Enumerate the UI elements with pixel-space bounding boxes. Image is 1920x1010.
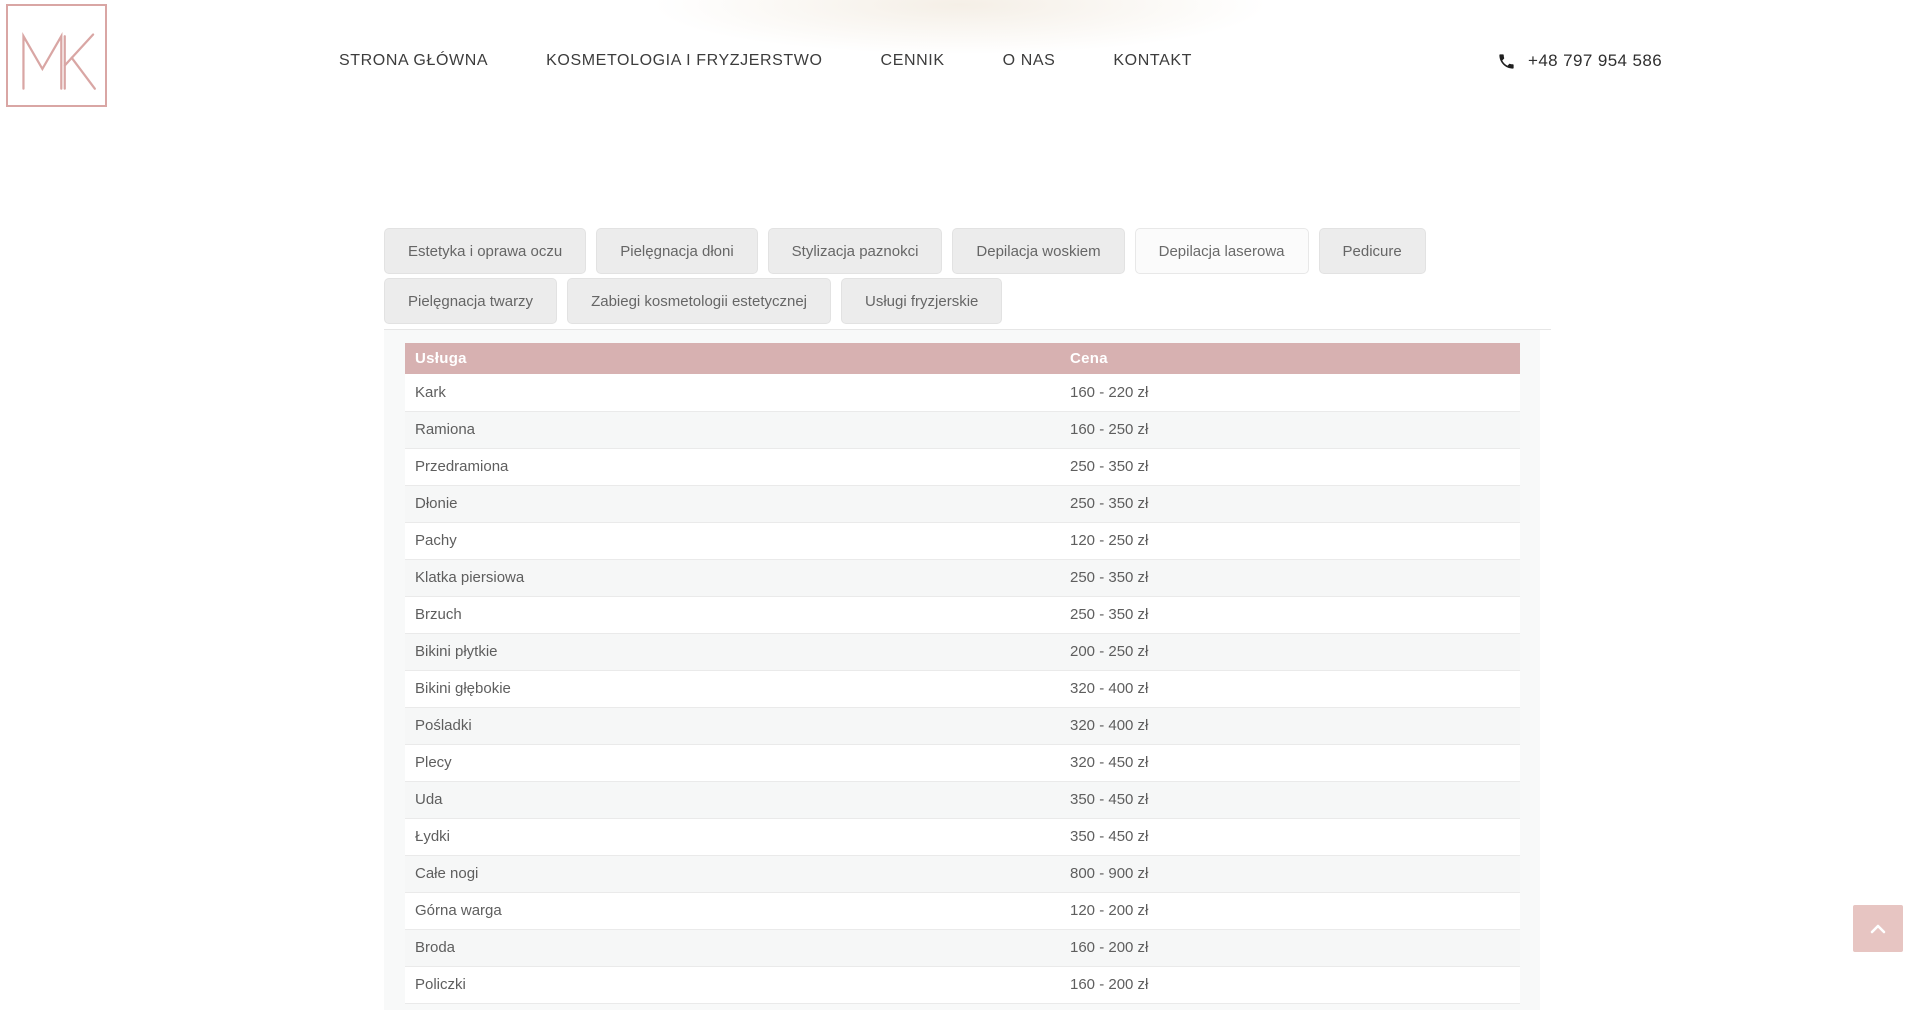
service-price: 800 - 900 zł [1060, 855, 1520, 893]
service-price: 250 - 350 zł [1060, 448, 1520, 486]
service-price: 250 - 350 zł [1060, 596, 1520, 634]
chevron-up-icon [1870, 924, 1886, 933]
price-category-tabs: Estetyka i oprawa oczu Pielęgnacja dłoni S… [384, 228, 1551, 330]
service-name: Pośladki [405, 707, 1060, 745]
scroll-to-top-button[interactable] [1853, 905, 1903, 952]
table-row: Kark 160 - 220 zł [405, 374, 1520, 412]
service-name: Bikini płytkie [405, 633, 1060, 671]
header-phone[interactable]: +48 797 954 586 [1497, 48, 1662, 74]
tab-usługi-fryzjerskie[interactable]: Usługi fryzjerskie [841, 278, 1003, 324]
price-table-header-row: Usługa Cena [405, 343, 1520, 374]
service-price: 160 - 200 zł [1060, 929, 1520, 967]
column-header-service: Usługa [405, 343, 1060, 374]
service-name: Klatka piersiowa [405, 559, 1060, 597]
table-row: Górna warga 120 - 200 zł [405, 892, 1520, 930]
table-row: Całe nogi 800 - 900 zł [405, 855, 1520, 893]
service-name: Przedramiona [405, 448, 1060, 486]
tab-pielęgnacja-dłoni[interactable]: Pielęgnacja dłoni [596, 228, 758, 274]
service-price: 250 - 350 zł [1060, 559, 1520, 597]
service-price: 160 - 220 zł [1060, 374, 1520, 412]
service-price: 320 - 400 zł [1060, 670, 1520, 708]
service-name: Brzuch [405, 596, 1060, 634]
table-row: Bikini głębokie 320 - 400 zł [405, 670, 1520, 708]
mk-logo-icon [21, 31, 96, 90]
tab-stylizacja-paznokci[interactable]: Stylizacja paznokci [767, 228, 943, 274]
service-price: 120 - 200 zł [1060, 892, 1520, 930]
table-row: Plecy 320 - 450 zł [405, 744, 1520, 782]
nav-item-kosmetologia-i-fryzjerstwo[interactable]: KOSMETOLOGIA I FRYZJERSTWO [546, 52, 823, 69]
nav-item-o-nas[interactable]: O NAS [1002, 52, 1056, 69]
service-name: Kark [405, 374, 1060, 412]
tab-depilacja-woskiem[interactable]: Depilacja woskiem [952, 228, 1125, 274]
service-name: Policzki [405, 966, 1060, 1004]
service-name: Pachy [405, 522, 1060, 560]
service-name: Bikini głębokie [405, 670, 1060, 708]
table-row: Łydki 350 - 450 zł [405, 818, 1520, 856]
tab-depilacja-laserowa[interactable]: Depilacja laserowa [1134, 228, 1309, 274]
service-name: Broda [405, 929, 1060, 967]
main-navigation: STRONA GŁÓWNA KOSMETOLOGIA I FRYZJERSTWO C… [339, 48, 1192, 74]
service-price: 120 - 250 zł [1060, 522, 1520, 560]
table-row: Bikini płytkie 200 - 250 zł [405, 633, 1520, 671]
background-decoration [650, 0, 1270, 55]
table-row: Pachy 120 - 250 zł [405, 522, 1520, 560]
service-price: 250 - 350 zł [1060, 485, 1520, 523]
nav-item-kontakt[interactable]: KONTAKT [1113, 52, 1192, 69]
service-price: 160 - 250 zł [1060, 411, 1520, 449]
service-name: Całe nogi [405, 855, 1060, 893]
tab-pielęgnacja-twarzy[interactable]: Pielęgnacja twarzy [384, 278, 558, 324]
phone-number: +48 797 954 586 [1528, 51, 1663, 70]
price-table-panel: Usługa Cena Kark 160 - 220 zł Ramiona 16… [384, 330, 1540, 1010]
column-header-price: Cena [1060, 343, 1520, 374]
service-price: 320 - 400 zł [1060, 707, 1520, 745]
nav-item-strona-g-wna[interactable]: STRONA GŁÓWNA [339, 52, 489, 69]
tab-zabiegi-kosmetologii-estetycznej[interactable]: Zabiegi kosmetologii estetycznej [567, 278, 832, 324]
service-price: 160 - 200 zł [1060, 966, 1520, 1004]
table-row: Klatka piersiowa 250 - 350 zł [405, 559, 1520, 597]
price-table: Usługa Cena Kark 160 - 220 zł Ramiona 16… [405, 343, 1520, 1004]
table-row: Przedramiona 250 - 350 zł [405, 448, 1520, 486]
service-name: Uda [405, 781, 1060, 819]
table-row: Policzki 160 - 200 zł [405, 966, 1520, 1004]
brand-logo[interactable] [6, 4, 107, 107]
service-price: 350 - 450 zł [1060, 818, 1520, 856]
service-name: Dłonie [405, 485, 1060, 523]
table-row: Pośladki 320 - 400 zł [405, 707, 1520, 745]
service-price: 320 - 450 zł [1060, 744, 1520, 782]
service-name: Plecy [405, 744, 1060, 782]
service-price: 200 - 250 zł [1060, 633, 1520, 671]
service-name: Górna warga [405, 892, 1060, 930]
table-row: Uda 350 - 450 zł [405, 781, 1520, 819]
table-row: Dłonie 250 - 350 zł [405, 485, 1520, 523]
nav-item-cennik[interactable]: CENNIK [880, 52, 945, 69]
table-row: Broda 160 - 200 zł [405, 929, 1520, 967]
phone-icon [1499, 53, 1514, 69]
service-name: Łydki [405, 818, 1060, 856]
table-row: Ramiona 160 - 250 zł [405, 411, 1520, 449]
tab-pedicure[interactable]: Pedicure [1318, 228, 1426, 274]
service-price: 350 - 450 zł [1060, 781, 1520, 819]
tab-estetyka-i-oprawa-oczu[interactable]: Estetyka i oprawa oczu [384, 228, 587, 274]
service-name: Ramiona [405, 411, 1060, 449]
table-row: Brzuch 250 - 350 zł [405, 596, 1520, 634]
